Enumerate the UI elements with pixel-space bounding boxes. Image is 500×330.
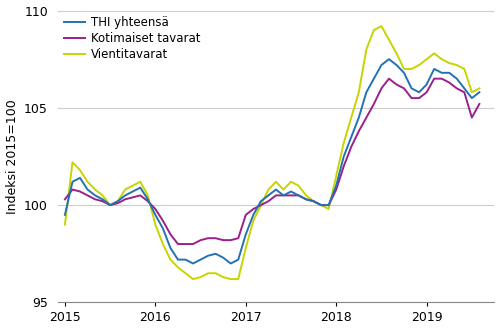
Kotimaiset tavarat [386, 77, 392, 81]
Legend: THI yhteensä, Kotimaiset tavarat, Vientitavarat: THI yhteensä, Kotimaiset tavarat, Vienti… [64, 16, 200, 61]
Kotimaiset tavarat [70, 187, 75, 191]
THI yhteensä [476, 90, 482, 94]
Kotimaiset tavarat [326, 203, 332, 207]
THI yhteensä [70, 180, 75, 184]
Vientitavarat [378, 24, 384, 28]
THI yhteensä [326, 203, 332, 207]
Kotimaiset tavarat [340, 164, 346, 168]
Line: THI yhteensä: THI yhteensä [65, 59, 480, 263]
Kotimaiset tavarat [220, 238, 226, 242]
Vientitavarat [340, 141, 346, 145]
THI yhteensä [340, 154, 346, 158]
Y-axis label: Indeksi 2015=100: Indeksi 2015=100 [6, 99, 18, 214]
THI yhteensä [190, 261, 196, 265]
Kotimaiset tavarat [394, 82, 400, 86]
Line: Vientitavarat: Vientitavarat [65, 26, 480, 279]
Vientitavarat [220, 275, 226, 279]
Vientitavarat [70, 160, 75, 164]
Vientitavarat [394, 51, 400, 55]
THI yhteensä [62, 213, 68, 217]
THI yhteensä [394, 63, 400, 67]
Kotimaiset tavarat [476, 102, 482, 106]
THI yhteensä [220, 256, 226, 260]
Vientitavarat [62, 223, 68, 227]
Vientitavarat [326, 207, 332, 211]
Vientitavarat [303, 193, 309, 197]
Kotimaiset tavarat [175, 242, 181, 246]
Vientitavarat [190, 277, 196, 281]
Line: Kotimaiset tavarat: Kotimaiset tavarat [65, 79, 480, 244]
THI yhteensä [386, 57, 392, 61]
Kotimaiset tavarat [62, 197, 68, 201]
Vientitavarat [476, 86, 482, 90]
Kotimaiset tavarat [303, 197, 309, 201]
THI yhteensä [303, 197, 309, 201]
